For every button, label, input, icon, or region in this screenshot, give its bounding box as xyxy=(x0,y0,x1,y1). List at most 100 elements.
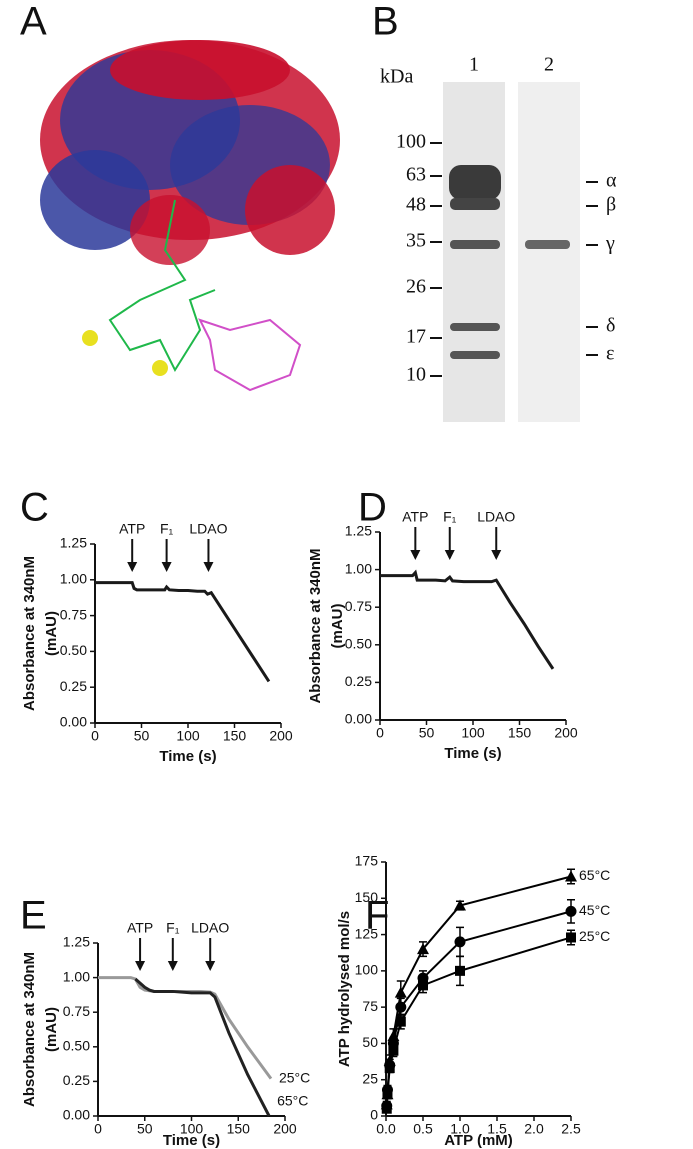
series-label: 65°C xyxy=(277,1093,308,1109)
x-tick-label: 100 xyxy=(461,725,485,741)
subunit-label: α xyxy=(606,170,617,192)
annotation: F₁ xyxy=(443,509,457,525)
gel-unit: kDa xyxy=(380,66,413,88)
protein-structure xyxy=(40,40,340,392)
x-tick-label: 100 xyxy=(180,1121,204,1137)
x-tick-label: 50 xyxy=(419,725,435,741)
annotation: LDAO xyxy=(189,521,227,537)
marker xyxy=(454,899,466,911)
annotation: LDAO xyxy=(191,920,229,936)
fit-curve xyxy=(385,936,572,1109)
gel-band xyxy=(450,323,500,331)
annotation-arrowhead xyxy=(167,961,178,971)
marker xyxy=(395,1016,406,1027)
annotation-arrowhead xyxy=(161,562,172,572)
marker xyxy=(395,1001,407,1013)
subunit-label: β xyxy=(606,194,616,216)
annotation-arrowhead xyxy=(491,550,502,560)
y-tick-label: 0.75 xyxy=(63,1003,90,1019)
y-tick-label: 1.25 xyxy=(60,535,87,551)
annotation-arrowhead xyxy=(410,550,421,560)
y-tick-label: 100 xyxy=(355,962,379,978)
gel-band xyxy=(450,198,500,210)
series-label: 45°C xyxy=(579,902,610,918)
marker xyxy=(418,980,428,991)
series-label: 25°C xyxy=(579,928,610,944)
marker xyxy=(455,965,465,976)
y-tick-label: 50 xyxy=(362,1034,378,1050)
y-tick-label: 0.50 xyxy=(60,642,87,658)
x-tick-label: 0.0 xyxy=(376,1121,396,1137)
x-tick-label: 2.0 xyxy=(524,1121,544,1137)
x-tick-label: 0 xyxy=(94,1121,102,1137)
marker-label: 26 xyxy=(406,276,426,298)
y-tick-label: 0.00 xyxy=(345,711,372,727)
marker xyxy=(565,870,577,882)
marker xyxy=(388,1045,399,1056)
annotation-arrowhead xyxy=(203,562,214,572)
marker-label: 48 xyxy=(406,194,426,216)
y-tick-label: 0.00 xyxy=(63,1107,90,1123)
y-axis-title: Absorbance at 340nM xyxy=(21,952,38,1107)
annotation-arrowhead xyxy=(127,562,138,572)
data-line xyxy=(95,581,271,683)
x-tick-label: 150 xyxy=(508,725,532,741)
annotation: ATP xyxy=(402,509,428,525)
y-tick-label: 25 xyxy=(362,1070,378,1086)
gel: kDa xyxy=(380,66,580,422)
annotation-arrowhead xyxy=(135,961,146,971)
annotation: F₁ xyxy=(166,920,180,936)
y-tick-label: 75 xyxy=(362,998,378,1014)
panel-label: C xyxy=(20,486,49,530)
series-label: 25°C xyxy=(279,1069,310,1085)
annotation: LDAO xyxy=(477,509,515,525)
annotation: F₁ xyxy=(160,521,174,537)
marker xyxy=(417,943,429,955)
x-axis-title: Time (s) xyxy=(159,748,216,765)
x-tick-label: 2.5 xyxy=(561,1121,581,1137)
fit-curve xyxy=(385,910,572,1106)
y-tick-label: 175 xyxy=(355,853,379,869)
y-tick-label: 0.50 xyxy=(345,636,372,652)
y-tick-label: 1.00 xyxy=(60,571,87,587)
annotation-arrowhead xyxy=(205,961,216,971)
marker xyxy=(454,936,466,948)
x-axis-title: Time (s) xyxy=(444,745,501,762)
gel-lane xyxy=(518,82,580,422)
y-tick-label: 1.00 xyxy=(345,560,372,576)
y-tick-label: 0.75 xyxy=(60,606,87,622)
x-tick-label: 150 xyxy=(227,1121,251,1137)
marker-label: 63 xyxy=(406,164,426,186)
subunit-label: γ xyxy=(605,233,615,255)
panel-label: A xyxy=(20,0,47,44)
x-tick-label: 0.5 xyxy=(413,1121,433,1137)
y-tick-label: 150 xyxy=(355,889,379,905)
y-axis-title: Absorbance at 340nM xyxy=(307,548,324,703)
annotation: ATP xyxy=(127,920,153,936)
gel-band xyxy=(450,240,500,249)
marker-label: 10 xyxy=(406,364,426,386)
marker xyxy=(565,905,577,917)
x-axis-title: Time (s) xyxy=(163,1132,220,1149)
y-axis-title: ATP hydrolysed mol/s xyxy=(336,911,353,1067)
marker xyxy=(384,1063,395,1074)
annotation-arrowhead xyxy=(444,550,455,560)
y-tick-label: 0.25 xyxy=(345,673,372,689)
lane-label: 1 xyxy=(469,54,479,76)
y-tick-label: 0.25 xyxy=(60,678,87,694)
series-label: 65°C xyxy=(579,867,610,883)
y-tick-label: 1.25 xyxy=(63,934,90,950)
y-axis-title: (mAU) xyxy=(43,1007,60,1052)
subunit-label: ε xyxy=(606,343,614,365)
marker xyxy=(394,986,407,998)
marker-label: 17 xyxy=(406,326,426,348)
data-line xyxy=(380,569,555,670)
subunit-label: δ xyxy=(606,315,615,337)
y-tick-label: 1.25 xyxy=(345,523,372,539)
x-tick-label: 200 xyxy=(273,1121,297,1137)
x-tick-label: 0 xyxy=(91,728,99,744)
x-tick-label: 200 xyxy=(269,728,293,744)
marker-label: 100 xyxy=(396,131,426,153)
y-tick-label: 125 xyxy=(355,925,379,941)
